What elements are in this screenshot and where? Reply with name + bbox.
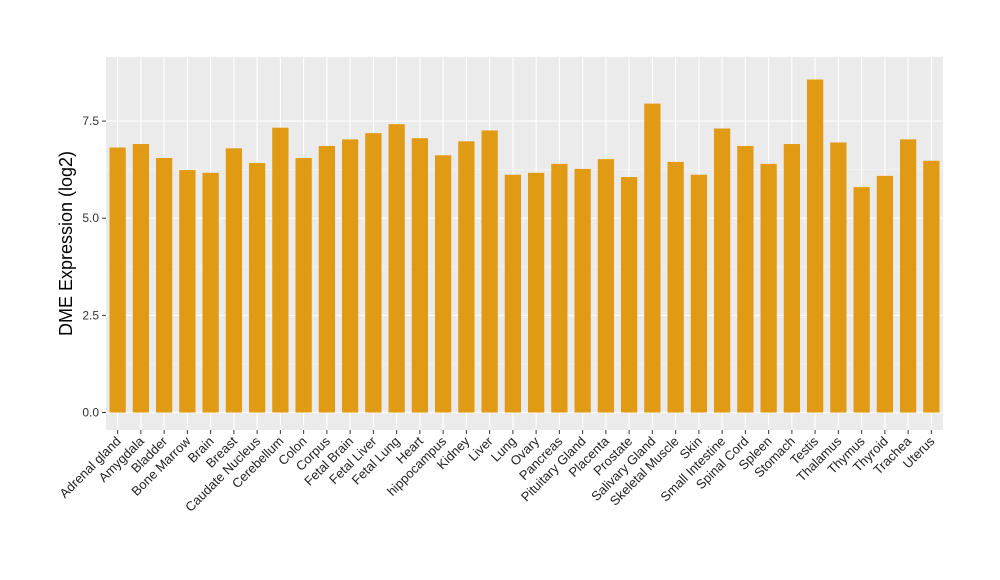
bar	[132, 144, 150, 413]
bar	[737, 145, 754, 413]
bar	[551, 163, 568, 413]
bar	[830, 142, 847, 413]
y-tick-label: 5.0	[82, 211, 99, 225]
bar	[899, 139, 917, 413]
bar	[713, 128, 731, 413]
plot-panel	[106, 57, 943, 430]
bar	[202, 172, 219, 413]
y-tick-label: 7.5	[82, 114, 99, 128]
y-axis-label: DME Expression (log2)	[56, 151, 76, 336]
bar	[155, 158, 173, 413]
bar	[527, 172, 545, 413]
bar	[109, 147, 126, 413]
bar	[481, 130, 498, 413]
bar	[318, 145, 336, 413]
bar	[365, 133, 382, 413]
bar	[876, 175, 894, 413]
bar	[411, 138, 429, 413]
y-tick-label: 2.5	[82, 308, 99, 322]
bar	[225, 148, 243, 413]
bar	[644, 103, 661, 413]
bar	[806, 79, 824, 413]
bar	[597, 159, 615, 413]
bar	[667, 161, 684, 413]
bars	[109, 79, 940, 413]
bar	[341, 139, 359, 413]
bar	[853, 187, 870, 413]
bar	[690, 174, 708, 413]
bar	[620, 177, 638, 413]
bar	[760, 163, 777, 413]
bar	[295, 158, 312, 413]
bar	[783, 144, 801, 413]
bar	[434, 155, 452, 413]
bar	[388, 124, 405, 413]
bar	[248, 163, 266, 413]
bar	[923, 160, 940, 413]
bar	[504, 174, 522, 413]
bar	[458, 141, 475, 413]
bar	[574, 168, 591, 413]
x-tick-label: Liver	[465, 433, 496, 464]
bar	[179, 170, 196, 413]
bar	[272, 127, 289, 413]
y-axis: 0.0 2.5 5.0 7.5	[82, 114, 106, 420]
y-tick-label: 0.0	[82, 406, 99, 420]
